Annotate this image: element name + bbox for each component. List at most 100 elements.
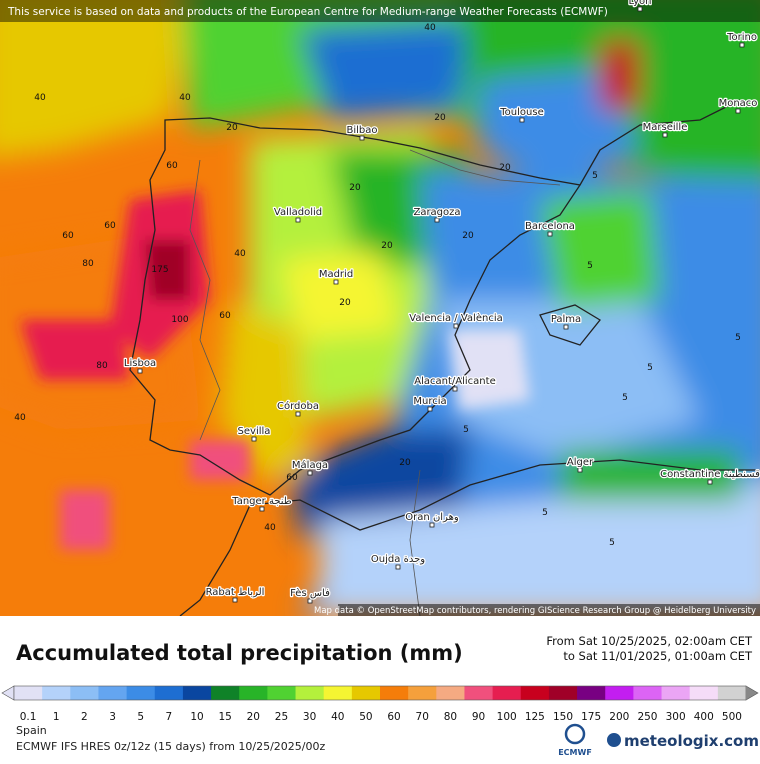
city-marker — [662, 132, 668, 138]
city-label: Fès فاس — [290, 587, 330, 599]
city-label: Palma — [551, 314, 581, 325]
scale-swatch — [267, 686, 297, 700]
city-marker — [429, 522, 435, 528]
scale-label: 125 — [525, 711, 545, 723]
contour-label: 20 — [349, 183, 361, 193]
scale-swatch — [548, 686, 578, 700]
scale-swatch — [182, 686, 212, 700]
city-marker — [333, 279, 339, 285]
attribution-bg — [338, 604, 760, 616]
scale-label: 7 — [166, 711, 173, 723]
map: This service is based on data and produc… — [0, 0, 760, 616]
contour-label: 40 — [34, 93, 46, 103]
city-label: Oran وهران — [405, 512, 459, 523]
scale-label: 10 — [190, 711, 203, 723]
scale-label: 50 — [359, 711, 372, 723]
contour-label: 60 — [219, 311, 231, 321]
city-marker — [547, 231, 553, 237]
city-marker — [307, 470, 313, 476]
contour-label: 20 — [226, 123, 238, 133]
scale-label: 300 — [666, 711, 686, 723]
legend-panel: Accumulated total precipitation (mm) Fro… — [1, 634, 759, 757]
city-label: Lisboa — [124, 358, 156, 369]
scale-label: 1 — [53, 711, 60, 723]
scale-arrow-left — [1, 685, 15, 701]
scale-label: 3 — [109, 711, 116, 723]
contour-labels: 175 100 80 80 60 60 60 60 40 40 40 40 40 20 20 20 20 20 20… — [14, 23, 741, 548]
city-label: Constantine قسنطينة — [660, 469, 760, 480]
scale-swatch — [14, 686, 43, 700]
model-info: ECMWF IFS HRES 0z/12z (15 days) from 10/… — [16, 740, 326, 753]
contour-label: 5 — [592, 171, 598, 181]
contour-label: 100 — [171, 315, 188, 325]
city-label: Murcia — [413, 396, 446, 407]
scale-label: 175 — [581, 711, 601, 723]
city-marker — [295, 217, 301, 223]
scale-swatch — [464, 686, 494, 700]
contour-label: 80 — [82, 259, 94, 269]
region: Spain — [16, 724, 47, 737]
city-label: Alger — [567, 457, 594, 468]
city-marker — [577, 467, 583, 473]
scale-swatch — [70, 686, 99, 700]
scale-swatch — [351, 686, 381, 700]
city-marker — [563, 324, 569, 330]
scale-swatch — [520, 686, 550, 700]
city-marker — [453, 323, 459, 329]
scale-swatch — [42, 686, 71, 700]
contour-label: 60 — [166, 161, 178, 171]
scale-label: 100 — [497, 711, 517, 723]
contour-label: 80 — [96, 361, 108, 371]
contour-label: 5 — [587, 261, 593, 271]
scale-swatch — [689, 686, 719, 700]
scale-label: 40 — [331, 711, 344, 723]
scale-label: 90 — [472, 711, 485, 723]
contour-label: 20 — [462, 231, 474, 241]
color-scale: 0.1 1 2 3 5 7 10 15 20 25 30 40 50 60 70 80 90 100 125 150 1… — [1, 685, 759, 723]
scale-arrow-right — [745, 685, 759, 701]
period-from: From Sat 10/25/2025, 02:00am CET — [546, 634, 753, 648]
city-marker — [395, 564, 401, 570]
scale-label: 400 — [694, 711, 714, 723]
city-label: Bilbao — [346, 125, 377, 136]
contour-label: 20 — [339, 298, 351, 308]
contour-label: 40 — [424, 23, 436, 33]
contour-label: 60 — [286, 473, 298, 483]
contour-label: 20 — [434, 113, 446, 123]
scale-swatch — [408, 686, 437, 700]
city-label: Lyon — [628, 0, 651, 7]
contour-label: 5 — [735, 333, 741, 343]
title: Accumulated total precipitation (mm) — [16, 641, 463, 665]
scale-swatch — [323, 686, 353, 700]
city-marker — [137, 368, 143, 374]
city-marker — [359, 135, 365, 141]
city-marker — [707, 479, 713, 485]
scale-label: 20 — [247, 711, 260, 723]
city-label: Madrid — [319, 269, 353, 280]
city-label: Torino — [726, 32, 757, 43]
scale-label: 70 — [416, 711, 429, 723]
city-marker — [452, 386, 458, 392]
scale-label: 80 — [444, 711, 457, 723]
scale-label: 200 — [609, 711, 629, 723]
contour-label: 20 — [399, 458, 411, 468]
city-label: Sevilla — [238, 426, 271, 437]
city-label: Marseille — [643, 122, 688, 133]
contour-label: 60 — [104, 221, 116, 231]
borders — [189, 149, 561, 616]
scale-label: 500 — [722, 711, 742, 723]
city-label: Rabat الرباط — [206, 587, 265, 598]
ecmwf-icon — [564, 723, 586, 745]
contour-label: 20 — [381, 241, 393, 251]
attribution: Map data © OpenStreetMap contributors, r… — [314, 606, 756, 616]
scale-swatch — [492, 686, 522, 700]
city-marker — [434, 217, 440, 223]
scale-swatch — [436, 686, 465, 700]
meteologix-logo[interactable]: meteologix.com — [624, 732, 759, 750]
scale-swatch — [661, 686, 691, 700]
city-label: Valencia / València — [409, 312, 502, 324]
city-label: Monaco — [719, 98, 758, 109]
scale-swatch — [380, 686, 409, 700]
scale-swatch — [577, 686, 606, 700]
contour-label: 5 — [542, 508, 548, 518]
